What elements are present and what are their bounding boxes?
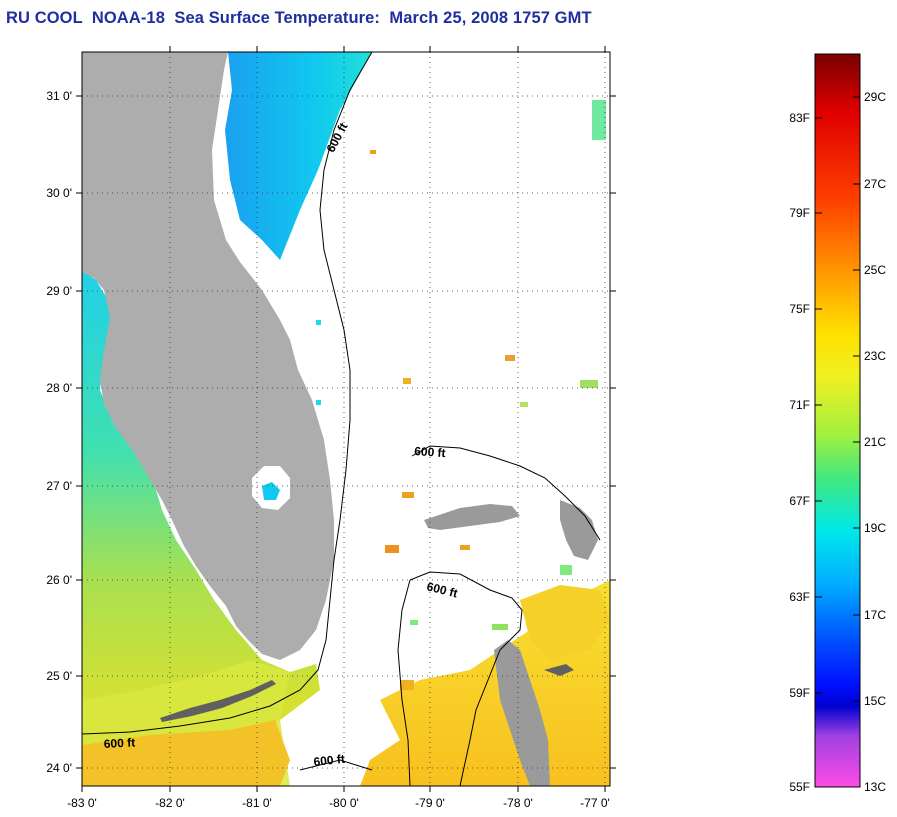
lat-label: 26 0' [46, 573, 72, 587]
lat-label: 28 0' [46, 381, 72, 395]
lon-label: -81 0' [242, 796, 272, 810]
lon-label: -82 0' [155, 796, 185, 810]
keys-warm-band [82, 720, 290, 786]
lon-label: -78 0' [503, 796, 533, 810]
grand-bahama [424, 504, 520, 530]
lat-label: 30 0' [46, 186, 72, 200]
lake-okeechobee-sst [262, 482, 280, 500]
new-providence [544, 664, 574, 676]
latitude-labels: 31 0' 30 0' 29 0' 28 0' 27 0' 26 0' 25 0… [46, 89, 72, 775]
lon-label: -77 0' [580, 796, 610, 810]
longitude-labels: -83 0' -82 0' -81 0' -80 0' -79 0' -78 0… [67, 796, 610, 810]
contour-label-bahamas-north: 600 ft [414, 444, 446, 460]
isobath-600ft-florida [82, 52, 373, 735]
florida-keys [160, 680, 276, 722]
abaco [560, 500, 598, 560]
scattered-sst-pixels [316, 100, 606, 690]
atlantic-cool-field [225, 52, 372, 260]
lon-label: -79 0' [415, 796, 445, 810]
lat-label: 24 0' [46, 761, 72, 775]
isobath-600ft-bahamas-north [411, 445, 601, 541]
lat-label: 25 0' [46, 669, 72, 683]
isobath-600ft-bahamas-south [299, 571, 523, 786]
lat-label: 27 0' [46, 479, 72, 493]
andros [494, 640, 550, 786]
map-frame [81, 51, 611, 787]
axis-ticks [76, 46, 616, 792]
gulf-sst-field [82, 270, 320, 786]
lat-label: 31 0' [46, 89, 72, 103]
bahamas-warm-patch [520, 585, 610, 660]
contour-label-south: 600 ft [313, 752, 346, 769]
lat-grid [82, 95, 610, 769]
lon-label: -83 0' [67, 796, 97, 810]
lat-label: 29 0' [46, 284, 72, 298]
lon-label: -80 0' [329, 796, 359, 810]
map-title: RU COOL NOAA-18 Sea Surface Temperature:… [6, 9, 592, 27]
map-plot-area: 600 ft 600 ft 600 ft 600 ft 600 ft [82, 52, 610, 786]
contour-label-keys: 600 ft [103, 735, 135, 751]
